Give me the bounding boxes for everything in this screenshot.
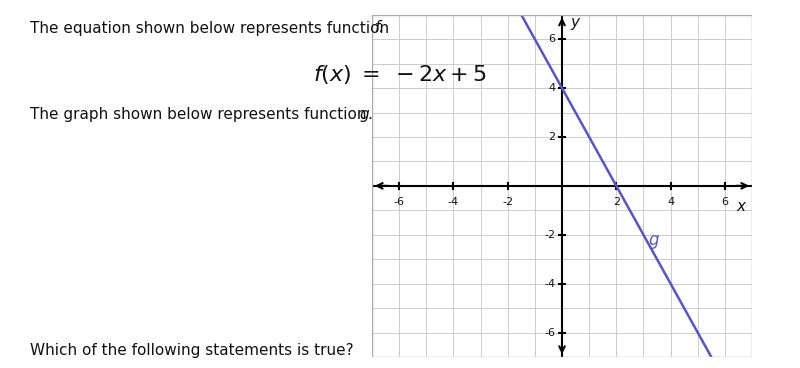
Text: f.: f. bbox=[375, 21, 385, 35]
Text: g: g bbox=[649, 230, 659, 248]
Text: -6: -6 bbox=[544, 328, 555, 337]
Text: Which of the following statements is true?: Which of the following statements is tru… bbox=[30, 343, 354, 357]
Text: 4: 4 bbox=[548, 83, 555, 93]
Text: -2: -2 bbox=[502, 197, 514, 207]
Text: g.: g. bbox=[360, 107, 374, 123]
Text: -4: -4 bbox=[448, 197, 459, 207]
Text: y: y bbox=[570, 15, 579, 29]
Text: 2: 2 bbox=[613, 197, 620, 207]
Text: -6: -6 bbox=[394, 197, 405, 207]
Text: The graph shown below represents function: The graph shown below represents functio… bbox=[30, 107, 371, 123]
Text: -4: -4 bbox=[544, 279, 555, 289]
Text: $f(x)\;=\;-2x + 5$: $f(x)\;=\;-2x + 5$ bbox=[313, 64, 487, 86]
Text: 6: 6 bbox=[722, 197, 728, 207]
Text: x: x bbox=[737, 199, 746, 214]
Text: 6: 6 bbox=[548, 34, 555, 44]
Text: 2: 2 bbox=[548, 132, 555, 142]
Text: -2: -2 bbox=[544, 230, 555, 240]
Text: 4: 4 bbox=[667, 197, 674, 207]
Text: The equation shown below represents function: The equation shown below represents func… bbox=[30, 21, 394, 35]
